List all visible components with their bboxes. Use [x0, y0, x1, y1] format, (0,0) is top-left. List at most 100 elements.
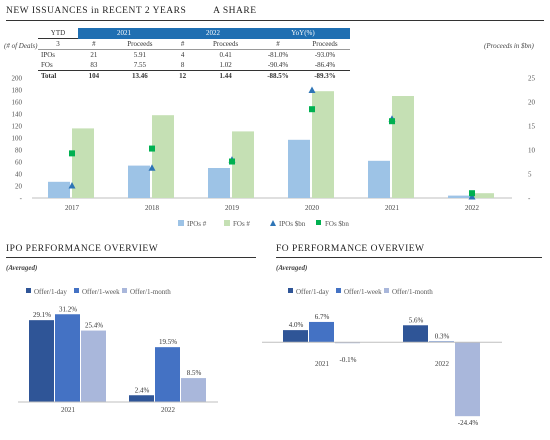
fo-performance-subtitle: (Averaged) — [276, 264, 308, 272]
bar-ipos- — [48, 181, 70, 198]
left-axis-tick-label: 20 — [15, 183, 23, 191]
marker-fos-proceeds — [149, 145, 155, 152]
performance-bar — [403, 325, 428, 343]
summary-cell: 83 — [90, 61, 98, 69]
summary-cell: -88.5% — [256, 70, 301, 81]
legend-swatch — [288, 288, 293, 293]
summary-year-2022: 2022 — [170, 28, 256, 39]
bar-ipos- — [208, 168, 230, 198]
right-axis-tick-label: - — [528, 195, 531, 203]
summary-cell: 8 — [180, 61, 185, 69]
legend-swatch — [316, 220, 321, 225]
data-label: 31.2% — [59, 305, 77, 313]
summary-subheader-row: 3 # Proceeds # Proceeds # Proceeds — [38, 38, 350, 50]
performance-bar — [283, 330, 308, 343]
left-axis-tick-label: 40 — [15, 171, 23, 179]
page-title-main: NEW ISSUANCES in RECENT 2 YEARS — [6, 6, 187, 16]
summary-cell: 0.41 — [219, 51, 232, 59]
bar-fos- — [152, 115, 174, 198]
summary-cell: 12 — [170, 70, 196, 81]
summary-yoy: YoY(%) — [256, 28, 350, 39]
legend-swatch — [336, 288, 341, 293]
data-label: 19.5% — [159, 338, 177, 346]
bar-fos- — [312, 91, 334, 198]
x-axis-tick-label: 2017 — [65, 204, 80, 212]
left-axis-tick-label: 120 — [12, 123, 23, 131]
right-axis-caption: (Proceeds in $bn) — [484, 42, 534, 50]
legend-label: Offer/1-week — [82, 288, 120, 296]
bar-fos- — [472, 193, 494, 198]
summary-table: YTD 2021 2022 YoY(%) 3 # Proceeds # Proc… — [38, 28, 350, 81]
summary-cell: 13.46 — [109, 70, 170, 81]
legend-swatch — [26, 288, 31, 293]
legend-label: FOs $bn — [325, 220, 349, 228]
summary-subheader: Proceeds — [300, 38, 350, 50]
data-label: -0.1% — [340, 356, 357, 364]
x-axis-tick-label: 2021 — [385, 204, 400, 212]
performance-bar — [155, 347, 180, 402]
summary-cell: -93.0% — [314, 51, 336, 59]
summary-cell: 21 — [90, 51, 98, 59]
marker-fos-proceeds — [389, 118, 395, 125]
summary-subheader: # — [170, 38, 196, 50]
x-axis-tick-label: 2021 — [61, 406, 76, 414]
marker-ipos-proceeds — [68, 182, 76, 189]
summary-cell: -86.4% — [314, 61, 336, 69]
x-axis-tick-label: 2020 — [305, 204, 320, 212]
bar-fos- — [232, 131, 254, 198]
bar-ipos- — [128, 165, 150, 198]
bar-ipos- — [368, 160, 390, 198]
marker-fos-proceeds — [469, 190, 475, 197]
performance-bar — [455, 342, 480, 417]
data-label: 2.4% — [135, 386, 150, 394]
marker-ipos-proceeds — [468, 193, 476, 200]
marker-fos-proceeds — [309, 106, 315, 113]
left-axis-tick-label: 140 — [12, 111, 23, 119]
summary-row-label: FOs — [41, 61, 53, 69]
summary-cell: 1.02 — [219, 61, 232, 69]
legend-swatch — [122, 288, 127, 293]
legend-label: Offer/1-month — [392, 288, 433, 296]
bar-ipos- — [288, 139, 310, 198]
summary-ytd-label: YTD — [38, 28, 78, 39]
page-title-share: A SHARE — [213, 6, 257, 16]
legend-swatch — [270, 220, 276, 226]
summary-cell: 4 — [180, 51, 185, 59]
legend-swatch — [384, 288, 389, 293]
marker-ipos-proceeds — [148, 164, 156, 171]
summary-subheader: # — [256, 38, 301, 50]
page-title: NEW ISSUANCES in RECENT 2 YEARS A SHARE — [6, 6, 257, 16]
legend-label: Offer/1-week — [344, 288, 382, 296]
data-label: 0.3% — [435, 332, 450, 340]
legend-swatch — [178, 220, 184, 226]
summary-subheader: Proceeds — [109, 38, 170, 50]
legend-label: Offer/1-month — [130, 288, 171, 296]
ipo-performance-rule — [6, 257, 256, 258]
summary-cell: 1.44 — [195, 70, 256, 81]
summary-row-label: IPOs — [41, 51, 56, 59]
legend-label: Offer/1-day — [34, 288, 67, 296]
fo-performance-title: FO PERFORMANCE OVERVIEW — [276, 244, 425, 254]
summary-cell: -90.4% — [267, 61, 289, 69]
left-axis-tick-label: 80 — [15, 147, 23, 155]
data-label: 25.4% — [85, 322, 103, 330]
summary-row-label: Total — [38, 70, 78, 81]
legend-swatch — [224, 220, 230, 226]
legend-label: IPOs $bn — [279, 220, 306, 228]
left-axis-tick-label: 60 — [15, 159, 23, 167]
marker-fos-proceeds — [229, 158, 235, 165]
right-axis-tick-label: 5 — [528, 171, 532, 179]
left-axis-tick-label: 180 — [12, 87, 23, 95]
right-axis-tick-label: 10 — [528, 147, 536, 155]
x-axis-tick-label: 2021 — [315, 360, 330, 368]
bar-fos- — [72, 128, 94, 198]
performance-bar — [29, 320, 54, 402]
data-label: 29.1% — [33, 311, 51, 319]
performance-bar — [181, 378, 206, 402]
bar-ipos- — [448, 195, 470, 198]
x-axis-tick-label: 2019 — [225, 204, 240, 212]
right-axis-tick-label: 20 — [528, 99, 536, 107]
